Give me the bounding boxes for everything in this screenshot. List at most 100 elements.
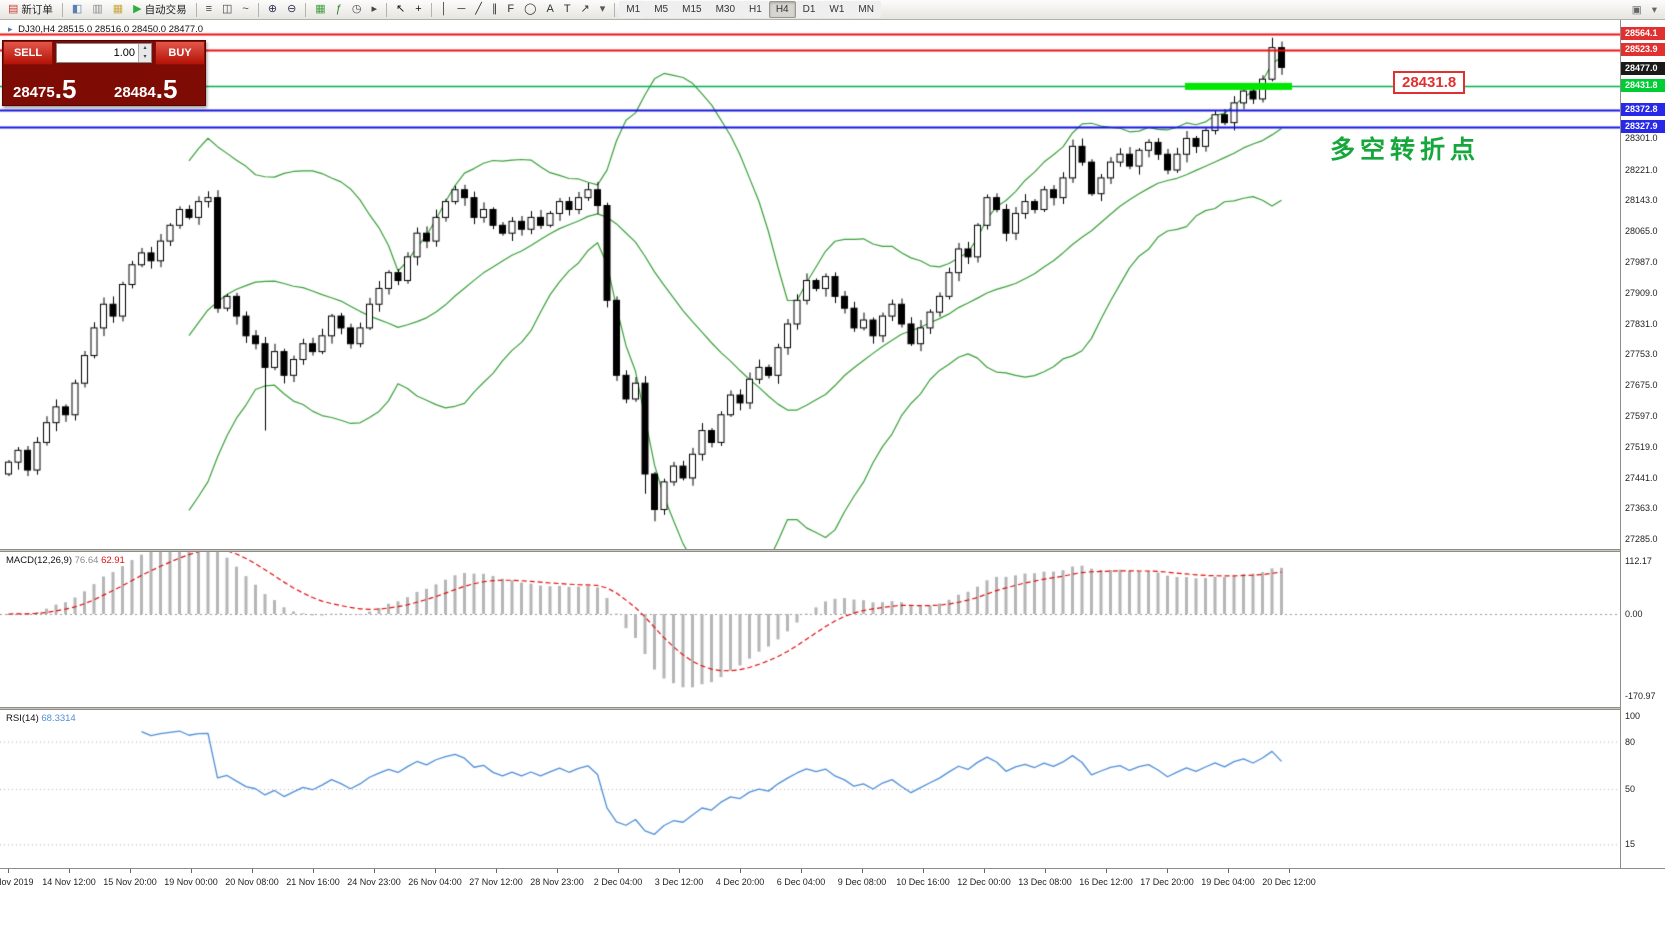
period-icon[interactable]: ◷ [347,1,367,18]
time-label: 14 Nov 12:00 [42,877,96,887]
tile-windows-icon[interactable]: ▦ [310,1,330,18]
market-watch-icon[interactable]: ▥ [87,1,107,18]
trendline-icon: ╱ [475,3,482,15]
auto-trading-button: ▶ [133,3,142,15]
candlestick-type-icon[interactable]: ◫ [217,1,237,18]
cursor-icon[interactable]: ↖ [391,1,410,18]
channel-icon[interactable]: ∥ [487,1,503,18]
rsi-panel-separator[interactable] [0,707,1665,710]
price-axis[interactable]: 28301.0 28221.0 28143.0 28065.0 27987.0 27909… [1620,20,1665,892]
time-label: 19 Dec 04:00 [1201,877,1255,887]
axis-grid-label: 27363.0 [1625,503,1658,514]
text-label-icon: T [563,3,571,15]
crosshair-icon[interactable]: + [410,1,426,18]
price-tag-label[interactable]: 28431.8 [1393,71,1466,94]
axis-grid-label: 27519.0 [1625,441,1658,452]
zoom-in-icon: ⊕ [267,3,278,15]
timeframe-button-m15[interactable]: M15 [675,1,709,18]
time-label: 20 Dec 12:00 [1262,877,1316,887]
toolbar-separator [614,2,616,17]
volume-increase-button[interactable]: ▴ [139,44,151,53]
time-label: 4 Dec 20:00 [715,877,765,887]
vertical-line-icon[interactable]: │ [436,1,453,18]
axis-grid-label: 27831.0 [1625,318,1658,329]
new-order-button-label: 新订单 [21,4,53,16]
rsi-panel-canvas[interactable] [0,710,1620,868]
trendline-icon[interactable]: ╱ [470,1,487,18]
axis-grid-label: 27441.0 [1625,472,1658,483]
arrows-tool-icon[interactable]: ↗ [576,1,595,18]
toolbar-separator [385,2,387,17]
chart-annotation-text[interactable]: 多空转折点 [1330,137,1481,164]
time-tick [1045,869,1046,873]
chart-shift-icon[interactable]: ▸ [366,1,382,18]
time-label: 6 Dec 04:00 [776,877,826,887]
sell-price-frac: .5 [54,74,77,104]
terminal-icon[interactable]: ▦ [108,1,128,18]
main-chart-canvas[interactable] [0,20,1620,549]
auto-trading-button-label: 自动交易 [144,4,187,16]
toolbar-separator [257,2,259,17]
new-order-button[interactable]: ▤ 新订单 [3,1,58,18]
timeframe-button-mn[interactable]: MN [851,1,881,18]
timeframe-button-h4[interactable]: H4 [768,1,796,18]
auto-trading-button[interactable]: ▶ 自动交易 [128,1,191,18]
rsi-axis-label: 80 [1625,736,1636,747]
toolbar-separator [61,2,63,17]
cursor-icon: ↖ [395,3,406,15]
chart-window-icon[interactable]: ◧ [67,1,87,18]
timeframe-button-m30[interactable]: M30 [708,1,743,18]
time-tick [923,869,924,873]
toolbar: ▤ 新订单 ◧ ▥ ▦ ▶ 自动交易 ≡ ◫ ~ ⊕ ⊖ ▦ ƒ ◷ ▸ ↖ + │ ─ ╱ ∥ F ◯ A T ↗ ▾ M1 M5 M15… [0,0,1665,20]
timeframe-button-d1[interactable]: D1 [795,1,823,18]
crosshair-icon: + [415,3,422,15]
text-label-icon[interactable]: T [559,1,576,18]
volume-field[interactable]: 1.00 ▴ ▾ [56,43,152,63]
volume-decrease-button[interactable]: ▾ [139,53,151,62]
zoom-in-icon[interactable]: ⊕ [263,1,282,18]
horizontal-line-icon[interactable]: ─ [453,1,471,18]
time-label: 27 Nov 12:00 [469,877,523,887]
arrows-tool-icon: ↗ [580,3,590,15]
time-tick [252,869,253,873]
arrows-dropdown-icon[interactable]: ▾ [595,1,611,18]
line-chart-type-icon[interactable]: ~ [237,1,253,18]
indicators-icon: ƒ [335,3,342,15]
macd-panel-canvas[interactable] [0,552,1620,707]
zoom-out-icon[interactable]: ⊖ [282,1,301,18]
shapes-icon[interactable]: ◯ [519,1,541,18]
dock-panel-icon[interactable]: ▣ [1627,1,1647,18]
toolbar-separator [430,2,432,17]
axis-price-badge: 28477.0 [1621,61,1665,75]
time-axis[interactable]: 13 Nov 2019 14 Nov 12:00 15 Nov 20:00 19 No… [0,868,1665,894]
axis-grid-label: 27987.0 [1625,256,1658,267]
chart-ohlc-header: ▸ DJ30,H4 28515.0 28516.0 28450.0 28477.… [8,24,203,35]
sell-button[interactable]: SELL [3,41,53,65]
toolbar-overflow-icon[interactable]: ▾ [1647,1,1662,18]
shapes-icon: ◯ [524,3,537,15]
chart-symbol-title: DJ30,H4 [18,24,56,35]
chart-window-icon: ◧ [71,3,83,15]
indicators-icon[interactable]: ƒ [331,1,347,18]
axis-grid-label: 28221.0 [1625,164,1658,175]
buy-price[interactable]: 28484.5 [104,65,205,105]
macd-panel-separator[interactable] [0,549,1665,552]
axis-grid-label: 28065.0 [1625,226,1658,237]
axis-price-badge: 28327.9 [1621,120,1665,134]
volume-value[interactable]: 1.00 [113,47,135,59]
time-tick [1289,869,1290,873]
text-icon[interactable]: A [541,1,558,18]
buy-button[interactable]: BUY [155,41,205,65]
fibonacci-icon: F [507,3,515,15]
buy-price-main: 28484 [114,84,156,101]
new-order-button: ▤ [8,3,19,15]
timeframe-button-w1[interactable]: W1 [822,1,852,18]
toolbar-separator [305,2,307,17]
timeframe-button-h1[interactable]: H1 [742,1,769,18]
fibonacci-icon[interactable]: F [502,1,519,18]
timeframe-button-m5[interactable]: M5 [647,1,676,18]
timeframe-button-m1[interactable]: M1 [619,1,648,18]
bar-chart-type-icon[interactable]: ≡ [201,1,217,18]
time-label: 9 Dec 08:00 [837,877,887,887]
sell-price[interactable]: 28475.5 [3,65,104,105]
